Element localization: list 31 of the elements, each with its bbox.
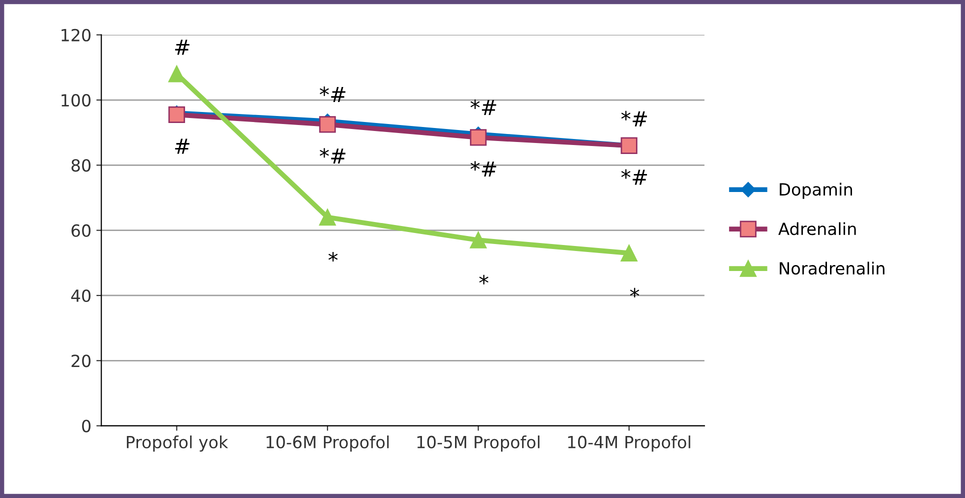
legend-label: Noradrenalin [780,262,884,275]
point [319,116,336,133]
point [620,244,638,262]
y-tick-label: 20 [72,354,90,368]
annotation: *# [320,86,346,102]
annotation: * [479,274,488,284]
point [470,129,487,146]
point [168,106,186,124]
legend-label: Dopamin [780,182,852,199]
x-tick-label: 10-6M Propofol [266,436,389,452]
x-tick-label: 10-5M Propofol [417,436,540,452]
annotation: # [175,40,190,55]
y-tick-label: 100 [62,94,90,107]
annotation: *# [470,161,496,177]
x-tick-label: Propofol yok [126,436,228,452]
y-tick-label: 40 [71,289,90,302]
annotation: *# [470,100,496,115]
annotation: # [175,138,190,154]
point [319,208,336,226]
annotation: *# [621,110,647,126]
annotation: *# [621,169,647,185]
y-tick-label: 80 [72,159,90,172]
y-tick-label: 120 [62,28,90,42]
legend-label: Adrenalin [778,222,856,236]
annotation: * [630,288,640,298]
annotation: * [328,252,338,262]
y-tick-label: 60 [72,224,90,237]
point [470,232,487,248]
y-tick-label: 0 [82,420,90,432]
x-tick-label: 10-4M Propofol [568,436,690,452]
annotation: *# [320,148,346,164]
